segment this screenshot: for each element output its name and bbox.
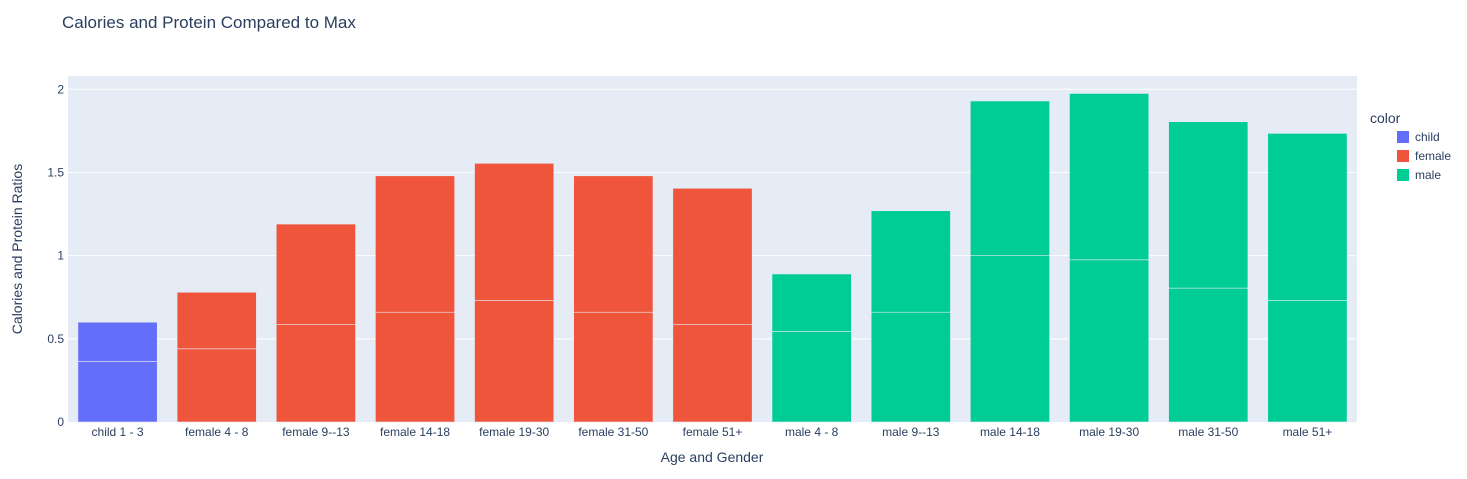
x-tick-label: female 31-50 bbox=[578, 425, 648, 439]
bar-segment bbox=[275, 324, 356, 423]
x-tick-label: female 9--13 bbox=[282, 425, 350, 439]
bar-segment bbox=[573, 175, 654, 313]
legend-swatch bbox=[1397, 150, 1409, 162]
bar-segment bbox=[573, 311, 654, 423]
bar-segment bbox=[375, 311, 455, 423]
legend-title: color bbox=[1370, 110, 1401, 126]
x-tick-label: male 31-50 bbox=[1178, 425, 1238, 439]
legend-item-label: male bbox=[1415, 168, 1441, 182]
bar-segment bbox=[474, 300, 555, 423]
x-tick-label: female 14-18 bbox=[380, 425, 450, 439]
x-tick-label: male 4 - 8 bbox=[785, 425, 839, 439]
x-tick-label: male 19-30 bbox=[1079, 425, 1139, 439]
x-tick-label: female 51+ bbox=[683, 425, 743, 439]
x-tick-label: male 51+ bbox=[1283, 425, 1333, 439]
bar-segment bbox=[176, 348, 257, 423]
bar-segment bbox=[1267, 300, 1348, 423]
bar-segment bbox=[77, 321, 158, 362]
y-axis-ticks: 0 0.5 1 1.5 2 bbox=[47, 82, 64, 429]
bar-segment bbox=[375, 175, 455, 313]
y-tick-label: 2 bbox=[57, 82, 64, 96]
x-axis-ticks: child 1 - 3 female 4 - 8 female 9--13 femal… bbox=[92, 425, 1333, 439]
y-tick-label: 1 bbox=[57, 249, 64, 263]
y-tick-label: 0.5 bbox=[47, 332, 64, 346]
bar-segment bbox=[870, 311, 951, 423]
bar-segment bbox=[672, 324, 753, 423]
bar-segment bbox=[771, 273, 852, 332]
x-axis-title: Age and Gender bbox=[661, 449, 764, 465]
bar-segment bbox=[1168, 287, 1249, 423]
bar-segment bbox=[1168, 121, 1249, 289]
bar-segment bbox=[1069, 259, 1150, 423]
y-tick-label: 0 bbox=[57, 415, 64, 429]
x-tick-label: child 1 - 3 bbox=[92, 425, 144, 439]
bar-segment bbox=[969, 100, 1050, 256]
bar-segment bbox=[176, 291, 257, 350]
x-tick-label: male 9--13 bbox=[882, 425, 940, 439]
x-tick-label: male 14-18 bbox=[980, 425, 1040, 439]
bar-segment bbox=[474, 163, 555, 301]
legend-swatch bbox=[1397, 131, 1409, 143]
x-tick-label: female 4 - 8 bbox=[185, 425, 249, 439]
legend-item-label: female bbox=[1415, 149, 1451, 163]
bar-segment bbox=[77, 360, 158, 423]
legend-item-label: child bbox=[1415, 130, 1440, 144]
bar-segment bbox=[672, 187, 753, 325]
bars bbox=[77, 93, 1348, 423]
y-tick-label: 1.5 bbox=[47, 165, 64, 179]
bar-segment bbox=[1069, 93, 1150, 261]
x-tick-label: female 19-30 bbox=[479, 425, 549, 439]
bar-segment bbox=[1267, 133, 1348, 301]
bar-segment bbox=[275, 223, 356, 325]
bar-segment bbox=[771, 331, 852, 423]
chart-title: Calories and Protein Compared to Max bbox=[62, 13, 356, 32]
bar-segment bbox=[969, 255, 1050, 423]
legend-swatch bbox=[1397, 169, 1409, 181]
bar-segment bbox=[870, 210, 951, 313]
y-axis-title: Calories and Protein Ratios bbox=[9, 164, 25, 334]
legend: color child female male bbox=[1370, 110, 1451, 182]
